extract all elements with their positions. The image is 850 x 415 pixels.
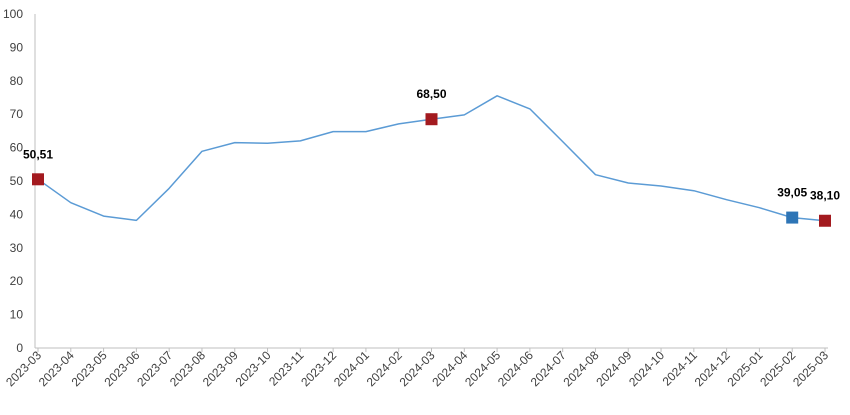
x-tick-label: 2024-01 <box>331 348 372 389</box>
x-tick-label: 2023-09 <box>200 348 241 389</box>
y-tick-label: 10 <box>10 308 24 322</box>
x-tick-label: 2024-10 <box>626 348 667 389</box>
x-tick-label: 2024-06 <box>495 348 536 389</box>
data-label: 68,50 <box>416 87 446 101</box>
x-tick-label: 2024-03 <box>397 348 438 389</box>
data-point-marker <box>819 214 831 227</box>
x-tick-label: 2023-12 <box>298 348 339 389</box>
x-tick-label: 2023-04 <box>36 348 77 389</box>
data-point-marker <box>32 173 44 186</box>
data-label: 38,10 <box>810 189 840 203</box>
y-tick-label: 90 <box>10 40 24 54</box>
y-tick-label: 0 <box>16 341 23 355</box>
y-tick-label: 80 <box>10 74 24 88</box>
x-tick-label: 2023-08 <box>167 348 208 389</box>
x-tick-label: 2024-02 <box>364 348 405 389</box>
x-tick-label: 2023-07 <box>134 348 175 389</box>
x-tick-label: 2024-04 <box>429 348 470 389</box>
x-tick-label: 2024-05 <box>462 348 503 389</box>
x-tick-label: 2025-02 <box>757 348 798 389</box>
y-tick-label: 100 <box>3 7 23 21</box>
x-tick-label: 2023-03 <box>3 348 44 389</box>
x-tick-label: 2023-06 <box>101 348 142 389</box>
x-tick-label: 2024-09 <box>593 348 634 389</box>
y-tick-label: 50 <box>10 174 24 188</box>
x-tick-label: 2023-10 <box>233 348 274 389</box>
x-tick-label: 2025-03 <box>790 348 831 389</box>
y-tick-label: 60 <box>10 141 24 155</box>
data-label: 39,05 <box>777 186 807 200</box>
x-tick-label: 2024-07 <box>528 348 569 389</box>
y-tick-label: 30 <box>10 241 24 255</box>
x-tick-label: 2024-08 <box>561 348 602 389</box>
data-label: 50,51 <box>23 147 53 161</box>
x-tick-label: 2024-12 <box>692 348 733 389</box>
y-tick-label: 20 <box>10 274 24 288</box>
x-tick-label: 2025-01 <box>724 348 765 389</box>
x-tick-label: 2023-05 <box>69 348 110 389</box>
data-point-marker <box>786 211 799 224</box>
data-point-marker <box>425 113 438 126</box>
y-tick-label: 40 <box>10 207 24 221</box>
y-tick-label: 70 <box>10 107 24 121</box>
